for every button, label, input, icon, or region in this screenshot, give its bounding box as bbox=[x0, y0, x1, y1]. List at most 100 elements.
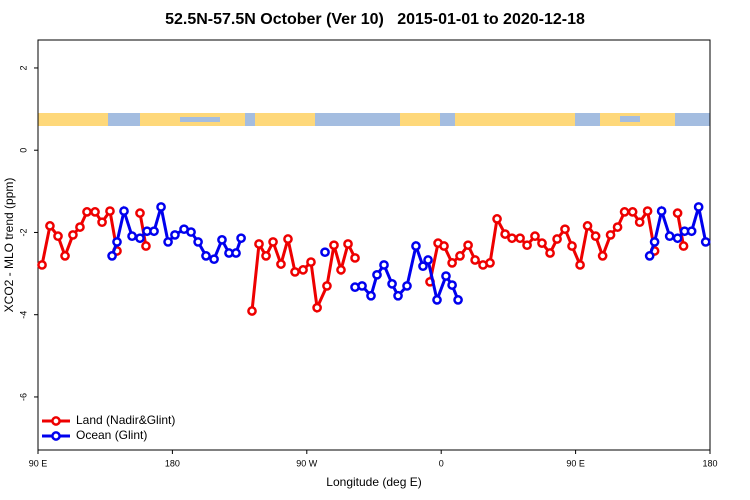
point bbox=[439, 241, 449, 251]
point bbox=[560, 224, 570, 235]
point bbox=[455, 251, 465, 261]
series bbox=[37, 206, 689, 316]
point bbox=[530, 231, 540, 242]
point bbox=[322, 281, 332, 291]
point bbox=[379, 260, 389, 270]
y-tick-label: -6 bbox=[18, 393, 28, 401]
point bbox=[567, 241, 577, 251]
point bbox=[627, 207, 638, 217]
point bbox=[432, 295, 442, 305]
point bbox=[231, 248, 241, 258]
point bbox=[672, 233, 683, 244]
point bbox=[644, 251, 655, 261]
point bbox=[290, 267, 300, 277]
point bbox=[247, 306, 257, 316]
x-tick-label: 180 bbox=[702, 458, 717, 468]
y-axis-label: XCO2 - MLO trend (ppm) bbox=[2, 178, 16, 313]
point bbox=[485, 258, 495, 268]
point bbox=[45, 221, 55, 231]
point bbox=[372, 269, 382, 280]
point bbox=[37, 260, 47, 270]
point bbox=[649, 237, 660, 247]
point bbox=[75, 222, 85, 232]
point bbox=[261, 251, 271, 261]
point bbox=[597, 251, 608, 261]
point bbox=[201, 251, 211, 261]
point bbox=[298, 265, 308, 275]
point bbox=[112, 237, 122, 247]
point bbox=[545, 248, 555, 258]
point bbox=[149, 226, 159, 237]
point bbox=[590, 231, 601, 242]
point bbox=[447, 280, 457, 290]
point bbox=[463, 240, 473, 251]
plot-frame bbox=[37, 39, 711, 451]
point bbox=[329, 240, 339, 251]
map-strip bbox=[38, 113, 710, 126]
point bbox=[119, 206, 129, 216]
point bbox=[678, 241, 689, 251]
point bbox=[186, 227, 196, 237]
point bbox=[82, 207, 92, 217]
point bbox=[170, 230, 180, 240]
x-tick-label: 180 bbox=[165, 458, 180, 468]
point bbox=[268, 237, 278, 247]
point bbox=[343, 239, 353, 249]
point bbox=[619, 207, 630, 217]
x-tick-label: 0 bbox=[439, 458, 444, 468]
point bbox=[217, 235, 227, 245]
point bbox=[507, 233, 517, 244]
point bbox=[575, 260, 585, 270]
point bbox=[135, 208, 145, 218]
point bbox=[582, 221, 593, 231]
point bbox=[209, 254, 219, 265]
point bbox=[612, 222, 623, 232]
point bbox=[254, 239, 264, 249]
legend-marker bbox=[51, 431, 61, 441]
point bbox=[283, 234, 293, 244]
point bbox=[97, 217, 107, 228]
point bbox=[453, 295, 463, 305]
point bbox=[552, 234, 562, 244]
point bbox=[53, 231, 63, 242]
point bbox=[276, 259, 286, 269]
point bbox=[515, 233, 525, 244]
point bbox=[193, 237, 203, 247]
point bbox=[686, 226, 697, 237]
point bbox=[634, 217, 645, 228]
x-axis-label: Longitude (deg E) bbox=[326, 475, 421, 489]
point bbox=[60, 251, 70, 261]
point bbox=[105, 206, 115, 216]
point bbox=[357, 281, 367, 291]
series bbox=[107, 202, 711, 306]
point bbox=[605, 230, 616, 240]
point bbox=[693, 202, 704, 212]
point bbox=[107, 251, 117, 261]
legend-label: Land (Nadir&Glint) bbox=[76, 413, 175, 427]
point bbox=[320, 247, 330, 258]
x-tick-label: 90 E bbox=[29, 458, 48, 468]
point bbox=[402, 281, 412, 291]
point bbox=[672, 208, 683, 218]
point bbox=[156, 202, 166, 212]
point bbox=[642, 206, 653, 216]
point bbox=[418, 261, 428, 272]
point bbox=[393, 290, 403, 301]
y-tick-label: -4 bbox=[18, 311, 28, 319]
point bbox=[366, 290, 376, 301]
point bbox=[336, 265, 346, 275]
point bbox=[350, 253, 360, 263]
point bbox=[447, 258, 457, 268]
y-tick-label: -2 bbox=[18, 228, 28, 236]
point bbox=[127, 231, 137, 242]
point bbox=[470, 255, 480, 265]
point bbox=[387, 279, 397, 289]
point bbox=[68, 230, 78, 240]
y-tick-label: 0 bbox=[18, 148, 28, 153]
point bbox=[236, 233, 246, 244]
x-tick-label: 90 W bbox=[296, 458, 318, 468]
point bbox=[90, 207, 100, 217]
point bbox=[664, 231, 675, 242]
point bbox=[141, 241, 151, 251]
